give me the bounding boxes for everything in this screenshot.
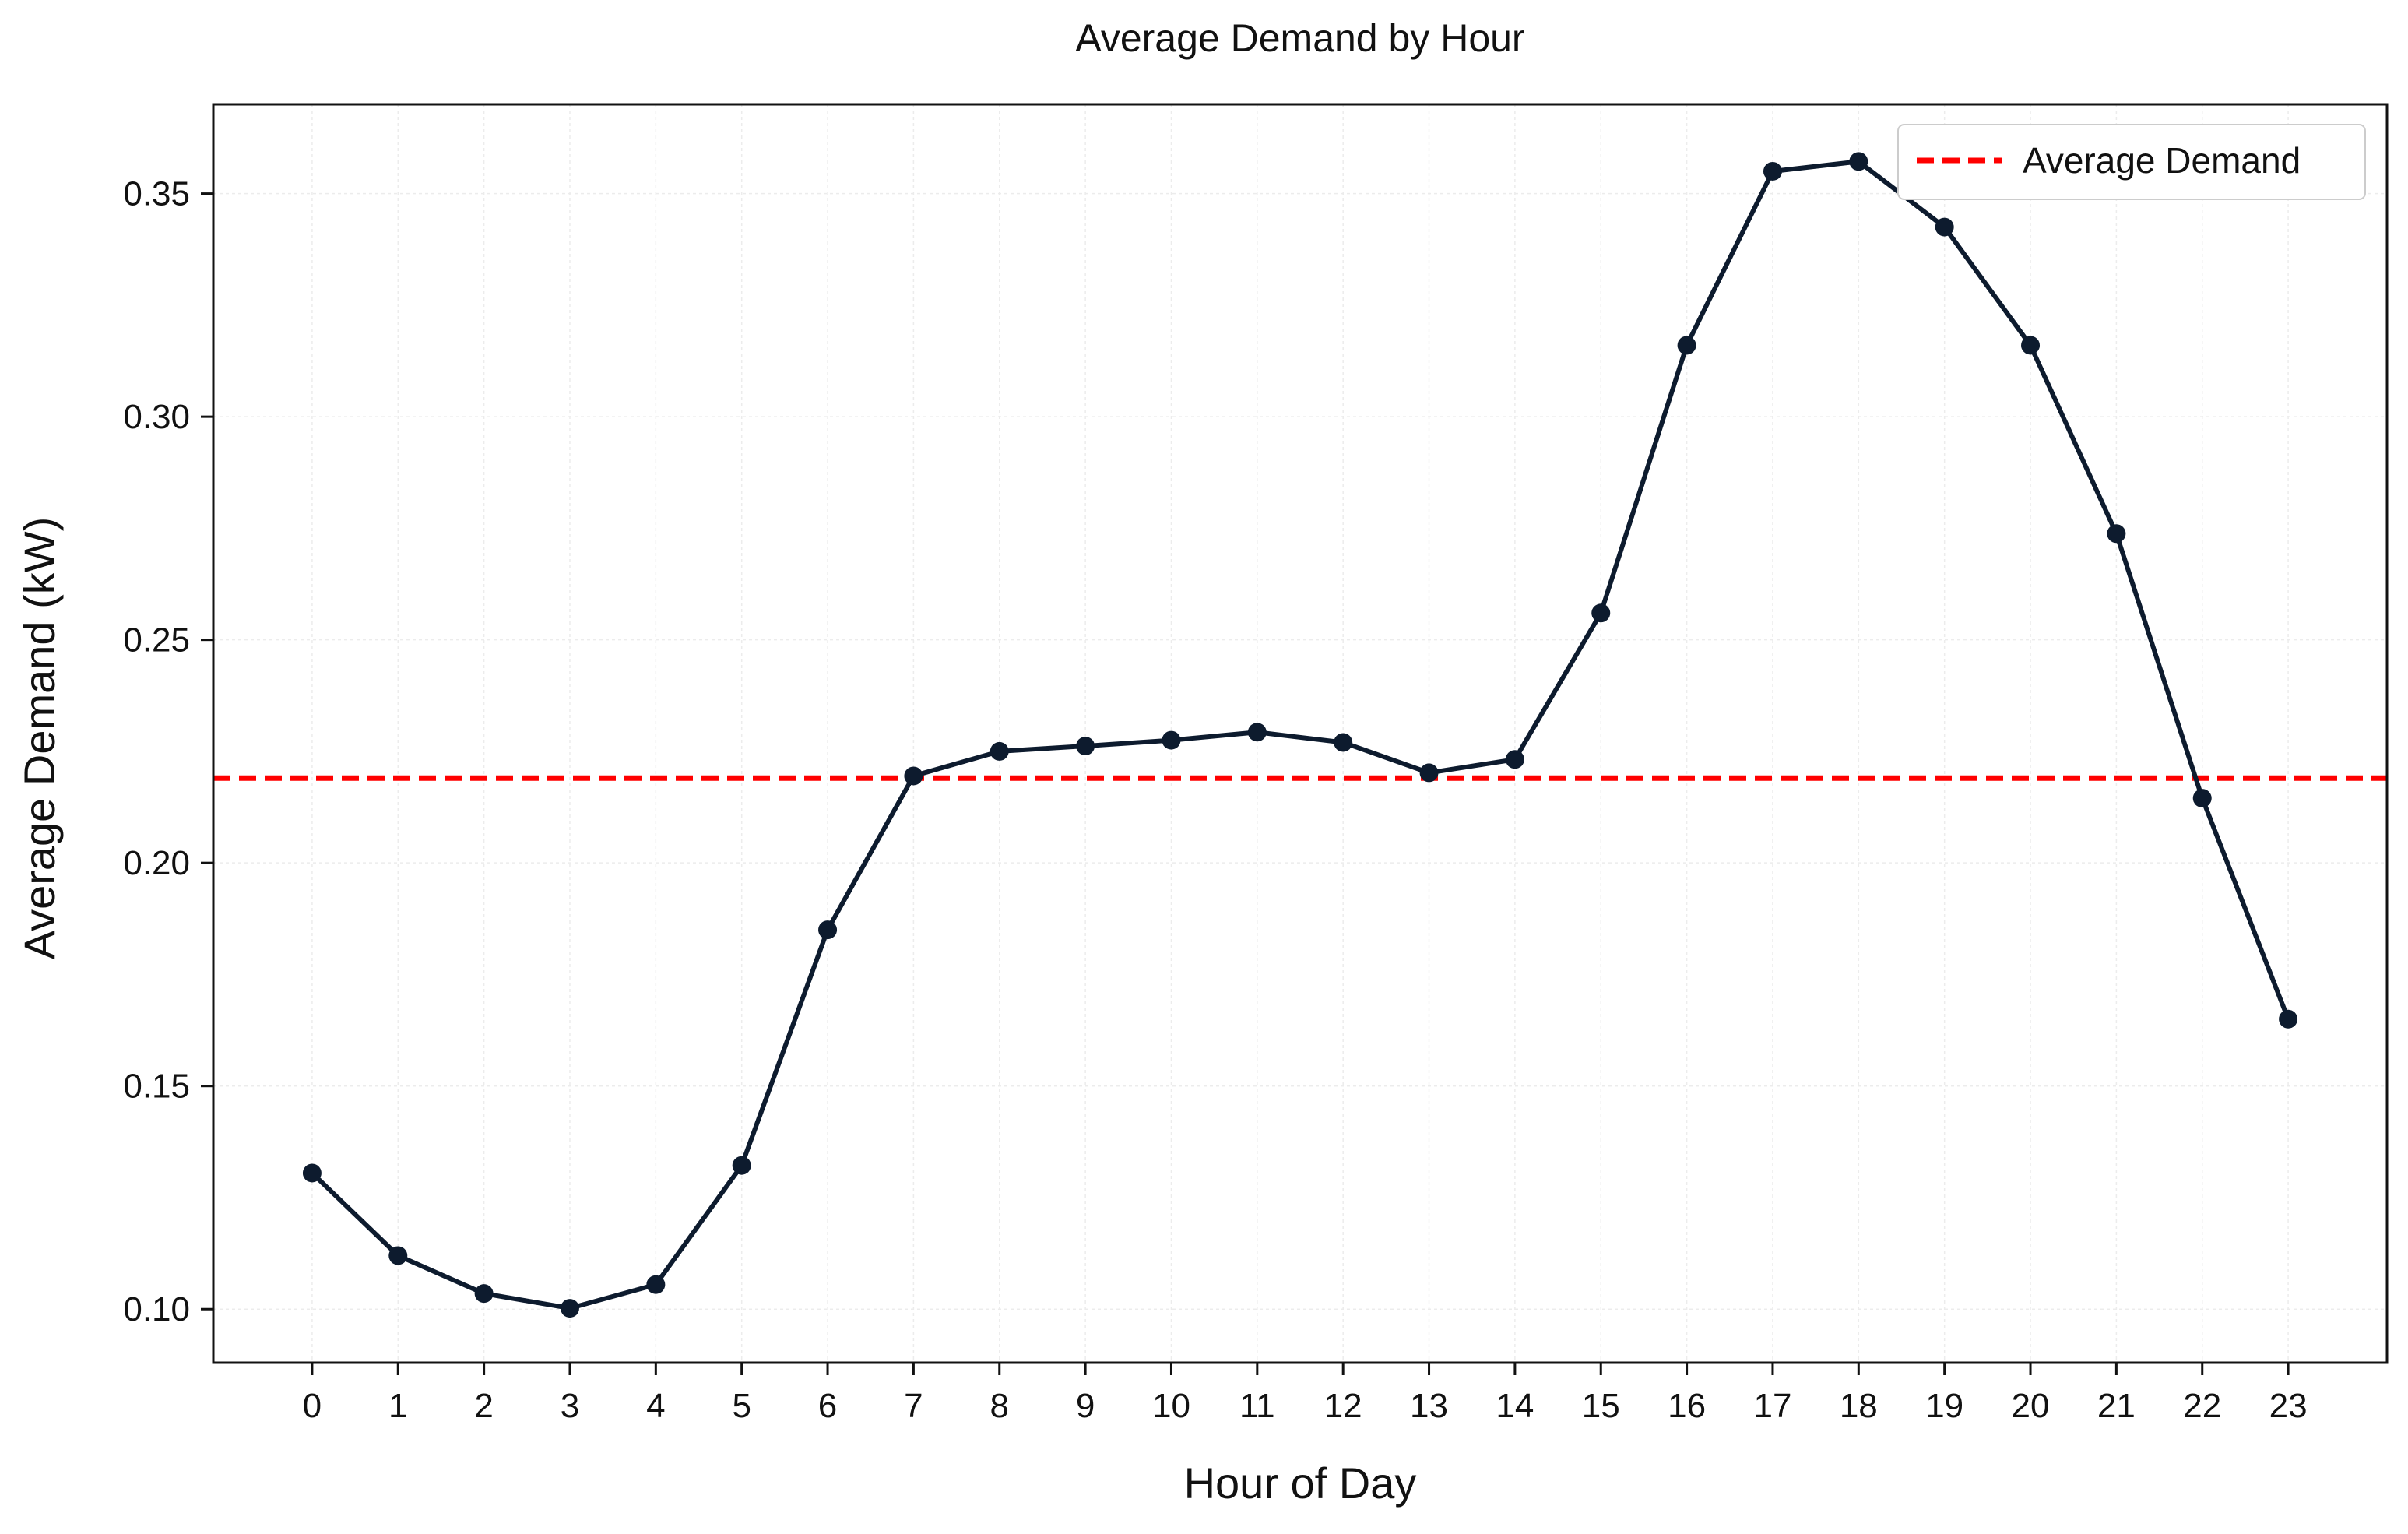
data-point — [2192, 789, 2212, 808]
x-tick-label: 14 — [1496, 1387, 1534, 1425]
x-tick-label: 22 — [2183, 1387, 2221, 1425]
data-point — [1849, 152, 1868, 171]
y-tick-label: 0.30 — [123, 398, 190, 436]
data-point — [2279, 1009, 2298, 1029]
y-tick-label: 0.20 — [123, 844, 190, 882]
legend-label-average-demand: Average Demand — [2023, 140, 2301, 181]
x-tick-label: 15 — [1582, 1387, 1620, 1425]
y-tick-label: 0.15 — [123, 1068, 190, 1106]
x-tick-label: 0 — [303, 1387, 322, 1425]
x-tick-label: 19 — [1925, 1387, 1963, 1425]
legend-box — [1897, 124, 2366, 200]
data-point — [646, 1275, 666, 1294]
x-tick-label: 20 — [2012, 1387, 2050, 1425]
x-axis-label: Hour of Day — [1184, 1458, 1417, 1508]
data-point — [2021, 336, 2041, 355]
x-tick-label: 23 — [2269, 1387, 2308, 1425]
y-tick-label: 0.25 — [123, 621, 190, 660]
x-tick-label: 18 — [1840, 1387, 1878, 1425]
demand-series-line — [310, 159, 2290, 1311]
series-layer — [302, 152, 2298, 1318]
data-point — [732, 1156, 751, 1175]
data-point — [388, 1246, 408, 1265]
x-tick-label: 1 — [388, 1387, 407, 1425]
y-tick-label: 0.35 — [123, 175, 190, 213]
x-tick-label: 9 — [1076, 1387, 1095, 1425]
x-tick-label: 10 — [1152, 1387, 1190, 1425]
y-axis-label: Average Demand (kW) — [15, 517, 64, 960]
data-point — [1591, 603, 1611, 623]
x-tick-label: 12 — [1324, 1387, 1362, 1425]
data-point — [1334, 733, 1353, 752]
x-tick-label: 8 — [990, 1387, 1009, 1425]
x-axis-ticks: 0 1 2 3 4 5 6 7 8 9 10 11 12 13 14 15 16 17 18 19 20 21 22 23 — [303, 1363, 2308, 1425]
x-tick-label: 21 — [2097, 1387, 2136, 1425]
data-point — [1935, 217, 1954, 237]
x-tick-label: 17 — [1753, 1387, 1791, 1425]
data-point — [1677, 336, 1696, 355]
y-axis-ticks: 0.10 0.15 0.20 0.25 0.30 0.35 — [123, 175, 213, 1328]
x-tick-label: 4 — [646, 1387, 665, 1425]
data-point — [474, 1284, 494, 1304]
data-point — [1162, 730, 1181, 750]
data-point — [1247, 723, 1267, 742]
x-tick-label: 11 — [1239, 1387, 1275, 1425]
data-point — [1505, 750, 1524, 769]
data-point — [2107, 524, 2126, 544]
x-tick-label: 16 — [1668, 1387, 1706, 1425]
data-point — [904, 766, 923, 786]
y-tick-label: 0.10 — [123, 1290, 190, 1328]
data-point — [302, 1163, 322, 1183]
chart-title: Average Demand by Hour — [1075, 16, 1524, 60]
data-point — [818, 920, 838, 940]
gridlines — [213, 104, 2387, 1363]
plot-area-frame — [212, 103, 2389, 1364]
data-point — [1419, 763, 1439, 783]
x-tick-label: 7 — [904, 1387, 923, 1425]
x-tick-label: 5 — [732, 1387, 751, 1425]
x-tick-label: 2 — [474, 1387, 493, 1425]
data-point — [1076, 737, 1095, 756]
x-tick-label: 13 — [1410, 1387, 1448, 1425]
data-point — [990, 741, 1009, 761]
x-tick-label: 6 — [818, 1387, 837, 1425]
legend: Average Demand — [1897, 124, 2366, 200]
data-point — [560, 1299, 579, 1318]
x-tick-label: 3 — [561, 1387, 579, 1425]
data-point — [1763, 161, 1782, 181]
